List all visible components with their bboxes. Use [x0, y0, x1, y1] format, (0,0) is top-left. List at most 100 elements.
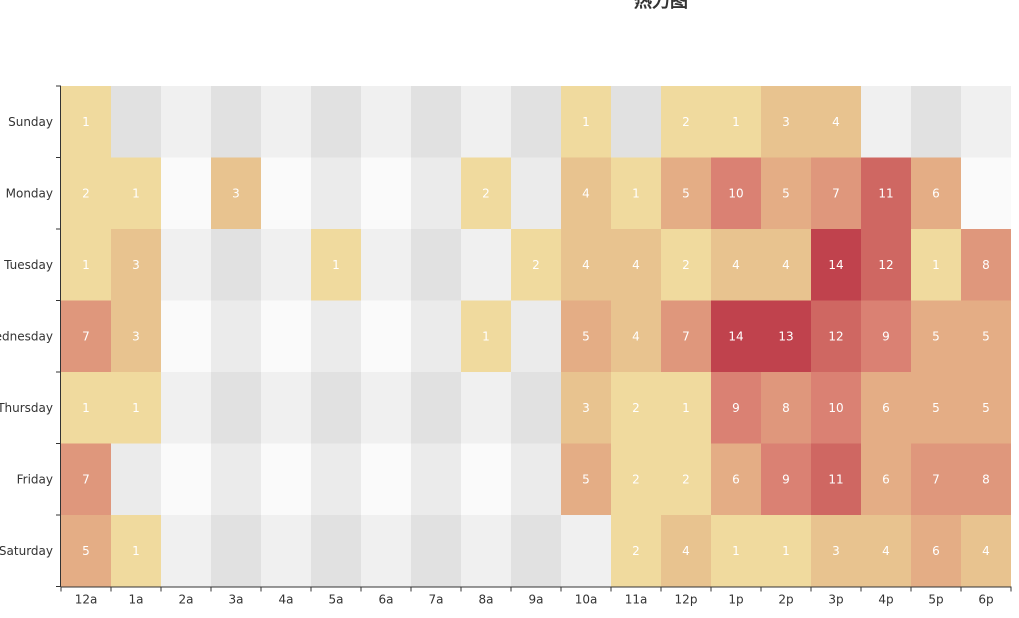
heatmap-cell-sunday-4a[interactable]	[261, 86, 311, 158]
heatmap-cell-thursday-3a[interactable]	[211, 372, 261, 444]
heatmap-cell-wednesday-1a[interactable]	[111, 300, 161, 373]
heatmap-cell-tuesday-4a[interactable]	[261, 229, 311, 301]
heatmap-cell-wednesday-11a[interactable]	[611, 300, 661, 373]
heatmap-cell-saturday-2p[interactable]	[761, 515, 811, 587]
heatmap-cell-saturday-2a[interactable]	[161, 515, 211, 587]
heatmap-cell-wednesday-4a[interactable]	[261, 300, 311, 373]
heatmap-cell-saturday-4a[interactable]	[261, 515, 311, 587]
heatmap-cell-saturday-3a[interactable]	[211, 515, 261, 587]
heatmap-cell-friday-10a[interactable]	[561, 443, 611, 516]
heatmap-cell-thursday-10a[interactable]	[561, 372, 611, 444]
heatmap-cell-sunday-1p[interactable]	[711, 86, 761, 158]
heatmap-cell-friday-7a[interactable]	[411, 443, 461, 516]
heatmap-cell-thursday-9a[interactable]	[511, 372, 561, 444]
heatmap-cell-monday-4a[interactable]	[261, 157, 311, 230]
heatmap-cell-saturday-1a[interactable]	[111, 515, 161, 587]
heatmap-cell-thursday-12a[interactable]	[61, 372, 111, 444]
heatmap-cell-tuesday-7a[interactable]	[411, 229, 461, 301]
heatmap-cell-wednesday-4p[interactable]	[861, 300, 911, 373]
heatmap-cell-friday-2a[interactable]	[161, 443, 211, 516]
heatmap-cell-tuesday-12a[interactable]	[61, 229, 111, 301]
heatmap-cell-sunday-12p[interactable]	[661, 86, 711, 158]
heatmap-cell-saturday-5p[interactable]	[911, 515, 961, 587]
heatmap-cell-monday-6a[interactable]	[361, 157, 411, 230]
heatmap-cell-friday-1a[interactable]	[111, 443, 161, 516]
heatmap-cell-saturday-6a[interactable]	[361, 515, 411, 587]
heatmap-cell-saturday-6p[interactable]	[961, 515, 1011, 587]
heatmap-cell-sunday-5a[interactable]	[311, 86, 361, 158]
heatmap-cell-sunday-8a[interactable]	[461, 86, 511, 158]
heatmap-cell-monday-1p[interactable]	[711, 157, 761, 230]
heatmap-cell-friday-1p[interactable]	[711, 443, 761, 516]
heatmap-cell-friday-2p[interactable]	[761, 443, 811, 516]
heatmap-cell-friday-4a[interactable]	[261, 443, 311, 516]
heatmap-cell-thursday-1p[interactable]	[711, 372, 761, 444]
heatmap-cell-wednesday-2a[interactable]	[161, 300, 211, 373]
heatmap-cell-thursday-5a[interactable]	[311, 372, 361, 444]
heatmap-cell-sunday-5p[interactable]	[911, 86, 961, 158]
heatmap-cell-wednesday-1p[interactable]	[711, 300, 761, 373]
heatmap-cell-tuesday-5p[interactable]	[911, 229, 961, 301]
heatmap-cell-tuesday-3p[interactable]	[811, 229, 861, 301]
heatmap-cell-monday-8a[interactable]	[461, 157, 511, 230]
heatmap-cell-monday-5a[interactable]	[311, 157, 361, 230]
heatmap-cell-thursday-8a[interactable]	[461, 372, 511, 444]
heatmap-cell-sunday-6a[interactable]	[361, 86, 411, 158]
heatmap-cell-monday-3a[interactable]	[211, 157, 261, 230]
heatmap-cell-wednesday-2p[interactable]	[761, 300, 811, 373]
heatmap-cell-sunday-12a[interactable]	[61, 86, 111, 158]
heatmap-cell-thursday-5p[interactable]	[911, 372, 961, 444]
heatmap-cell-saturday-9a[interactable]	[511, 515, 561, 587]
heatmap-cell-friday-12p[interactable]	[661, 443, 711, 516]
heatmap-cell-friday-9a[interactable]	[511, 443, 561, 516]
heatmap-cell-friday-3p[interactable]	[811, 443, 861, 516]
heatmap-cell-friday-5p[interactable]	[911, 443, 961, 516]
heatmap-cell-saturday-8a[interactable]	[461, 515, 511, 587]
heatmap-cell-wednesday-9a[interactable]	[511, 300, 561, 373]
heatmap-cell-saturday-7a[interactable]	[411, 515, 461, 587]
heatmap-cell-monday-7a[interactable]	[411, 157, 461, 230]
heatmap-cell-wednesday-7a[interactable]	[411, 300, 461, 373]
heatmap-cell-wednesday-3p[interactable]	[811, 300, 861, 373]
heatmap-cell-saturday-11a[interactable]	[611, 515, 661, 587]
heatmap-cell-monday-1a[interactable]	[111, 157, 161, 230]
heatmap-cell-sunday-3a[interactable]	[211, 86, 261, 158]
heatmap-cell-monday-4p[interactable]	[861, 157, 911, 230]
heatmap-cell-saturday-1p[interactable]	[711, 515, 761, 587]
heatmap-cell-tuesday-1p[interactable]	[711, 229, 761, 301]
heatmap-cell-tuesday-2a[interactable]	[161, 229, 211, 301]
heatmap-cell-tuesday-11a[interactable]	[611, 229, 661, 301]
heatmap-cell-sunday-9a[interactable]	[511, 86, 561, 158]
heatmap-cell-tuesday-1a[interactable]	[111, 229, 161, 301]
heatmap-cell-tuesday-4p[interactable]	[861, 229, 911, 301]
heatmap-cell-monday-2a[interactable]	[161, 157, 211, 230]
heatmap-cell-tuesday-9a[interactable]	[511, 229, 561, 301]
heatmap-cell-thursday-2a[interactable]	[161, 372, 211, 444]
heatmap-cell-friday-12a[interactable]	[61, 443, 111, 516]
heatmap-cell-tuesday-8a[interactable]	[461, 229, 511, 301]
heatmap-cell-friday-5a[interactable]	[311, 443, 361, 516]
heatmap-cell-sunday-7a[interactable]	[411, 86, 461, 158]
heatmap-cell-monday-12a[interactable]	[61, 157, 111, 230]
heatmap-cell-thursday-3p[interactable]	[811, 372, 861, 444]
heatmap-cell-tuesday-5a[interactable]	[311, 229, 361, 301]
heatmap-cell-monday-11a[interactable]	[611, 157, 661, 230]
heatmap-cell-monday-9a[interactable]	[511, 157, 561, 230]
heatmap-cell-wednesday-10a[interactable]	[561, 300, 611, 373]
heatmap-cell-sunday-4p[interactable]	[861, 86, 911, 158]
heatmap-cell-saturday-5a[interactable]	[311, 515, 361, 587]
heatmap-cell-thursday-6p[interactable]	[961, 372, 1011, 444]
heatmap-cell-sunday-1a[interactable]	[111, 86, 161, 158]
heatmap-cell-tuesday-10a[interactable]	[561, 229, 611, 301]
heatmap-cell-saturday-12p[interactable]	[661, 515, 711, 587]
heatmap-cell-saturday-12a[interactable]	[61, 515, 111, 587]
heatmap-cell-monday-10a[interactable]	[561, 157, 611, 230]
heatmap-cell-thursday-2p[interactable]	[761, 372, 811, 444]
heatmap-cell-friday-8a[interactable]	[461, 443, 511, 516]
heatmap-cell-wednesday-12a[interactable]	[61, 300, 111, 373]
heatmap-cell-monday-6p[interactable]	[961, 157, 1011, 230]
heatmap-cell-friday-6p[interactable]	[961, 443, 1011, 516]
heatmap-cell-tuesday-3a[interactable]	[211, 229, 261, 301]
heatmap-cell-thursday-6a[interactable]	[361, 372, 411, 444]
heatmap-cell-monday-3p[interactable]	[811, 157, 861, 230]
